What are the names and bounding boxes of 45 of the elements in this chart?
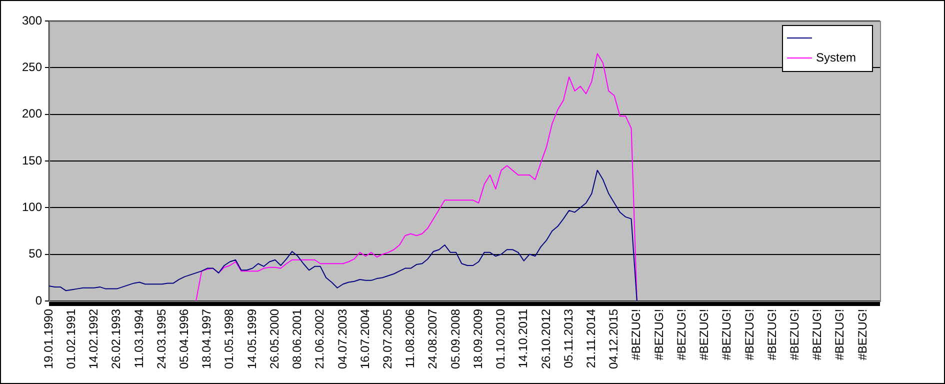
x-tick-label: #BEZUG!	[810, 308, 824, 360]
x-tick-label: #BEZUG!	[855, 308, 870, 360]
x-tick-label: 16.07.2004	[358, 308, 372, 370]
x-tick-label: #BEZUG!	[697, 308, 712, 360]
x-tick-label: 14.02.1992	[86, 308, 101, 370]
x-tick-label: 29.07.2005	[380, 308, 395, 370]
x-tick-label: #BEZUG!	[788, 308, 802, 360]
y-tick-label: 150	[22, 153, 42, 168]
x-tick-label: 18.09.2009	[470, 308, 485, 370]
x-tick-label: 04.12.2015	[606, 308, 621, 370]
y-tick-label: 0	[35, 293, 42, 308]
x-tick-label: 11.08.2006	[403, 308, 418, 368]
x-tick-label: 24.08.2007	[426, 308, 440, 370]
x-tick-label: 21.06.2002	[312, 308, 327, 370]
x-tick-label: 21.11.2014	[584, 308, 598, 368]
x-tick-label: 26.05.2000	[267, 308, 282, 370]
x-tick-label: 04.07.2003	[335, 308, 350, 370]
x-tick-label: 01.05.1998	[222, 308, 236, 370]
x-tick-label: #BEZUG!	[629, 308, 644, 360]
x-tick-label: #BEZUG!	[832, 308, 847, 360]
x-tick-label: 05.09.2008	[448, 308, 462, 370]
x-tick-label: 18.04.1997	[200, 308, 214, 370]
x-tick-label: #BEZUG!	[764, 308, 779, 360]
x-tick-label: #BEZUG!	[742, 308, 756, 360]
x-tick-label: 14.10.2011	[516, 308, 530, 368]
x-tick-label: #BEZUG!	[720, 308, 734, 360]
y-tick-label: 250	[22, 60, 42, 74]
x-tick-label: 26.10.2012	[538, 308, 553, 370]
x-tick-label: 05.04.1996	[177, 308, 192, 370]
x-tick-label: 24.03.1995	[154, 308, 168, 370]
x-tick-label: 01.10.2010	[494, 308, 508, 370]
x-tick-label: 08.06.2001	[290, 308, 304, 370]
x-tick-label: 05.11.2013	[561, 308, 576, 368]
y-tick-label: 50	[28, 246, 42, 261]
x-tick-label: #BEZUG!	[674, 308, 688, 360]
x-tick-label: 26.02.1993	[109, 308, 124, 370]
x-tick-label: 19.01.1990	[41, 308, 56, 370]
y-tick-label: 300	[22, 13, 42, 28]
x-tick-label: 14.05.1999	[244, 308, 259, 370]
x-tick-label: #BEZUG!	[652, 308, 666, 360]
y-tick-label: 200	[22, 106, 42, 121]
legend-label: System	[816, 50, 856, 64]
x-tick-label: 01.02.1991	[64, 308, 78, 370]
x-tick-label: 11.03.1994	[132, 308, 146, 368]
y-tick-label: 100	[22, 200, 42, 214]
